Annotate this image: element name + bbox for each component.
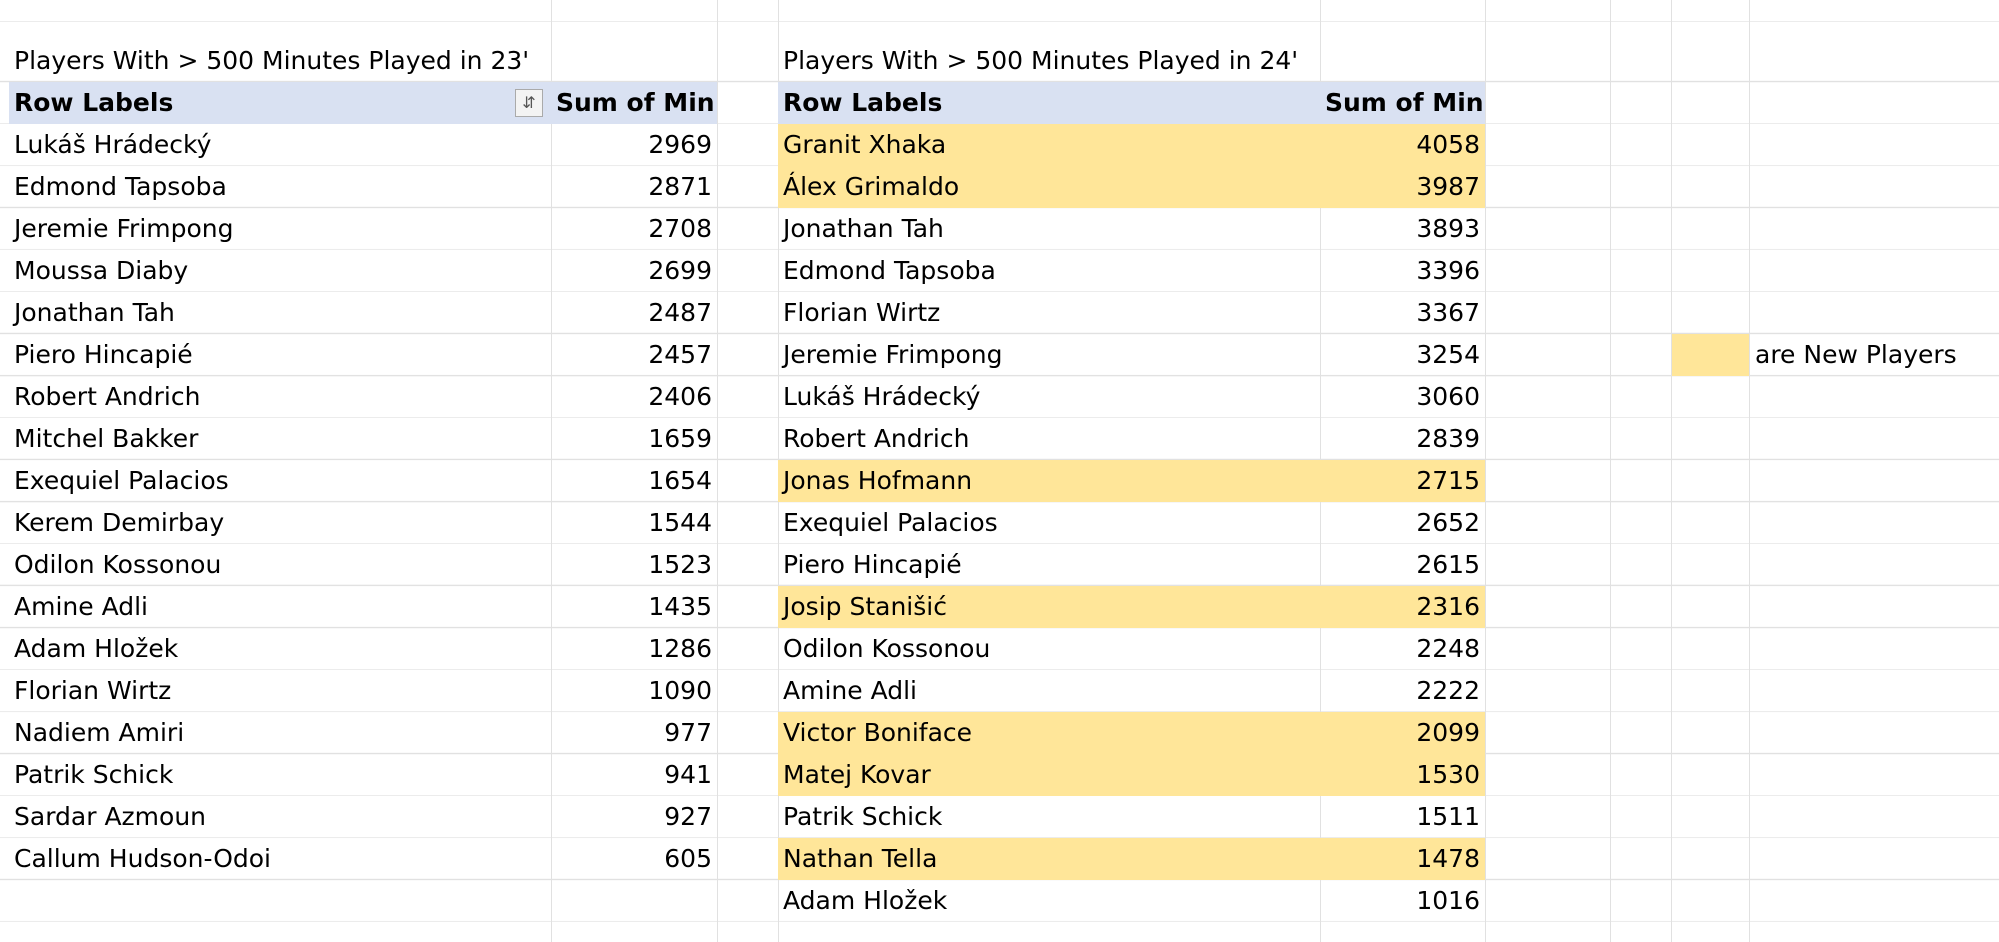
minutes: 3254 [1416, 340, 1480, 369]
minutes: 1286 [648, 634, 712, 663]
minutes: 2969 [648, 130, 712, 159]
minutes: 1530 [1320, 754, 1485, 796]
minutes: 927 [664, 802, 712, 831]
player-name: Jonathan Tah [783, 214, 944, 243]
player-name: Sardar Azmoun [14, 802, 207, 831]
filter-button[interactable]: ⇵ [515, 89, 543, 117]
table-title: Players With > 500 Minutes Played in 24' [783, 46, 1299, 75]
minutes: 1435 [648, 592, 712, 621]
minutes: 2487 [648, 298, 712, 327]
player-name: Granit Xhaka [778, 124, 1320, 166]
minutes: 2871 [648, 172, 712, 201]
player-name: Callum Hudson-Odoi [14, 844, 271, 873]
minutes: 1478 [1320, 838, 1485, 880]
minutes: 941 [664, 760, 712, 789]
minutes: 2248 [1416, 634, 1480, 663]
player-name: Patrik Schick [14, 760, 174, 789]
player-name: Moussa Diaby [14, 256, 189, 285]
player-name: Jonas Hofmann [778, 460, 1320, 502]
minutes: 2099 [1320, 712, 1485, 754]
grid-line [551, 0, 552, 942]
minutes: 2708 [648, 214, 712, 243]
minutes: 1544 [648, 508, 712, 537]
minutes: 3367 [1416, 298, 1480, 327]
player-name: Robert Andrich [783, 424, 970, 453]
player-name: Victor Boniface [778, 712, 1320, 754]
minutes: 2406 [648, 382, 712, 411]
grid-line [1485, 0, 1486, 942]
player-name: Jonathan Tah [14, 298, 175, 327]
minutes: 2222 [1416, 676, 1480, 705]
minutes: 1016 [1416, 886, 1480, 915]
minutes: 2316 [1320, 586, 1485, 628]
grid-line [1749, 0, 1750, 942]
player-name: Adam Hložek [783, 886, 948, 915]
header-cell: Sum of Min [1320, 82, 1485, 124]
player-name: Exequiel Palacios [14, 466, 229, 495]
player-name: Edmond Tapsoba [14, 172, 227, 201]
player-name: Kerem Demirbay [14, 508, 225, 537]
player-name: Nathan Tella [778, 838, 1320, 880]
header-cell: Row Labels [9, 82, 551, 124]
player-name: Álex Grimaldo [778, 166, 1320, 208]
minutes: 977 [664, 718, 712, 747]
minutes: 3987 [1320, 166, 1485, 208]
legend-label: are New Players [1755, 340, 1957, 369]
player-name: Amine Adli [783, 676, 917, 705]
minutes: 3060 [1416, 382, 1480, 411]
player-name: Robert Andrich [14, 382, 201, 411]
player-name: Exequiel Palacios [783, 508, 998, 537]
minutes: 3396 [1416, 256, 1480, 285]
player-name: Josip Stanišić [778, 586, 1320, 628]
player-name: Jeremie Frimpong [14, 214, 234, 243]
player-name: Mitchel Bakker [14, 424, 199, 453]
player-name: Florian Wirtz [14, 676, 172, 705]
minutes: 1523 [648, 550, 712, 579]
player-name: Amine Adli [14, 592, 148, 621]
player-name: Edmond Tapsoba [783, 256, 996, 285]
minutes: 2457 [648, 340, 712, 369]
header-cell: Row Labels [778, 82, 1320, 124]
minutes: 2715 [1320, 460, 1485, 502]
table-title: Players With > 500 Minutes Played in 23' [14, 46, 530, 75]
minutes: 1654 [648, 466, 712, 495]
player-name: Nadiem Amiri [14, 718, 185, 747]
minutes: 1511 [1416, 802, 1480, 831]
player-name: Lukáš Hrádecký [14, 130, 212, 159]
grid-line [1610, 0, 1611, 942]
player-name: Florian Wirtz [783, 298, 941, 327]
minutes: 1090 [648, 676, 712, 705]
minutes: 2615 [1416, 550, 1480, 579]
player-name: Matej Kovar [778, 754, 1320, 796]
player-name: Odilon Kossonou [14, 550, 222, 579]
player-name: Lukáš Hrádecký [783, 382, 981, 411]
player-name: Jeremie Frimpong [783, 340, 1003, 369]
player-name: Adam Hložek [14, 634, 179, 663]
minutes: 2699 [648, 256, 712, 285]
grid-line [1671, 0, 1672, 942]
player-name: Piero Hincapié [14, 340, 193, 369]
header-cell: Sum of Min [551, 82, 717, 124]
legend-swatch [1672, 334, 1749, 376]
player-name: Patrik Schick [783, 802, 943, 831]
player-name: Odilon Kossonou [783, 634, 991, 663]
minutes: 4058 [1320, 124, 1485, 166]
minutes: 3893 [1416, 214, 1480, 243]
minutes: 2652 [1416, 508, 1480, 537]
minutes: 605 [664, 844, 712, 873]
grid-line [717, 0, 718, 942]
minutes: 1659 [648, 424, 712, 453]
minutes: 2839 [1416, 424, 1480, 453]
player-name: Piero Hincapié [783, 550, 962, 579]
